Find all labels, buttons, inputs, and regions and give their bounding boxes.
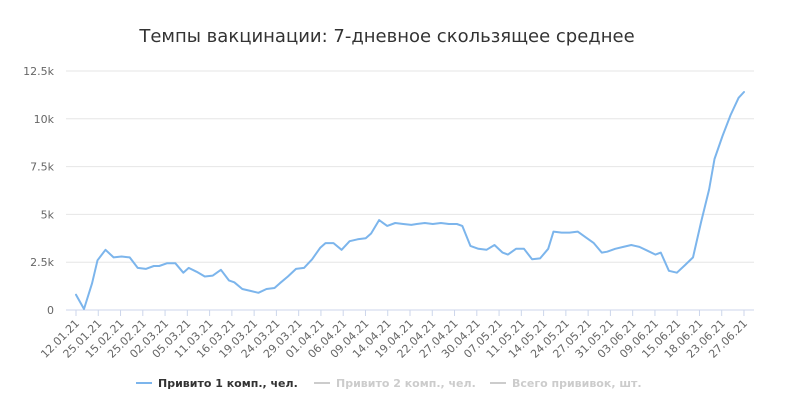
legend: Привито 1 комп., чел. Привито 2 комп., че… xyxy=(136,377,642,390)
series-lines xyxy=(75,91,745,310)
y-tick-label: 5k xyxy=(41,208,55,221)
y-tick-label: 10k xyxy=(34,113,55,126)
y-tick-label: 0 xyxy=(47,304,54,317)
chart-title: Темпы вакцинации: 7-дневное скользящее с… xyxy=(138,26,634,47)
y-axis: 0 2.5k 5k 7.5k 10k 12.5k xyxy=(23,65,54,317)
legend-item[interactable]: Привито 2 комп., чел. xyxy=(336,377,476,390)
legend-item[interactable]: Всего прививок, шт. xyxy=(512,377,642,390)
y-tick-label: 12.5k xyxy=(23,65,54,78)
y-tick-label: 2.5k xyxy=(30,256,54,269)
grid-lines xyxy=(66,70,754,311)
x-axis: 12.01.2125.01.2115.02.2125.02.2102.03.21… xyxy=(38,310,750,361)
y-tick-label: 7.5k xyxy=(30,161,54,174)
legend-item[interactable]: Привито 1 комп., чел. xyxy=(158,377,298,390)
series-line xyxy=(75,91,745,310)
